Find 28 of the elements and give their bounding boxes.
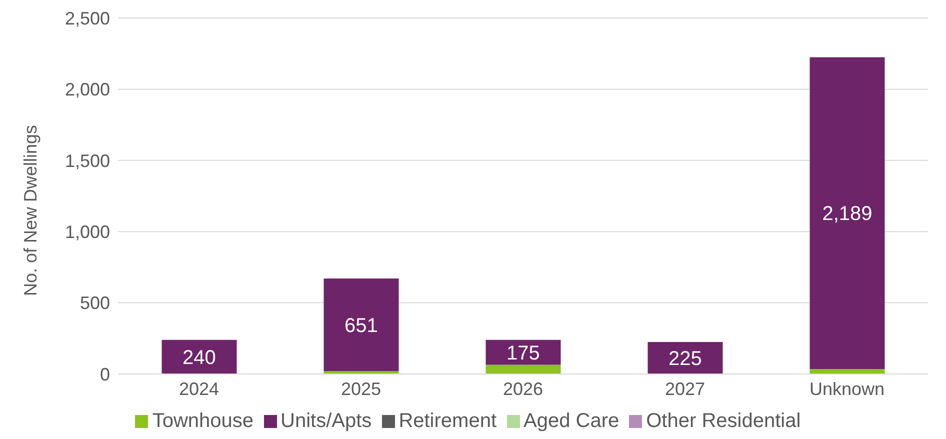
legend-label: Other Residential [646, 410, 801, 432]
y-tick-label: 1,500 [64, 150, 110, 171]
y-tick-label: 1,000 [64, 222, 110, 242]
bar [648, 342, 723, 374]
y-tick-label: 500 [80, 293, 110, 314]
x-tick-label: 2024 [178, 378, 220, 399]
y-tick-label: 2,500 [64, 8, 110, 28]
bar [810, 57, 885, 370]
data-label: 240 [182, 346, 216, 369]
x-tick-label: 2027 [664, 378, 706, 399]
data-label: 651 [344, 314, 378, 337]
bar [810, 369, 885, 374]
x-tick-label: Unknown [809, 378, 885, 399]
data-label: 2,189 [822, 203, 872, 226]
bar [324, 278, 399, 372]
bar [486, 364, 561, 374]
legend-label: Units/Apts [280, 410, 372, 432]
x-tick-label: 2025 [340, 378, 382, 399]
legend-label: Retirement [398, 410, 496, 432]
data-label: 225 [668, 348, 702, 370]
bar [162, 340, 237, 374]
y-axis-title: No. of New Dwellings [20, 124, 40, 296]
legend-label: Townhouse [152, 410, 254, 432]
legend-label: Aged Care [524, 410, 620, 432]
data-label: 175 [506, 342, 540, 364]
y-tick-label: 0 [100, 364, 110, 384]
y-tick-label: 2,000 [64, 80, 110, 100]
x-tick-label: 2026 [502, 378, 544, 399]
